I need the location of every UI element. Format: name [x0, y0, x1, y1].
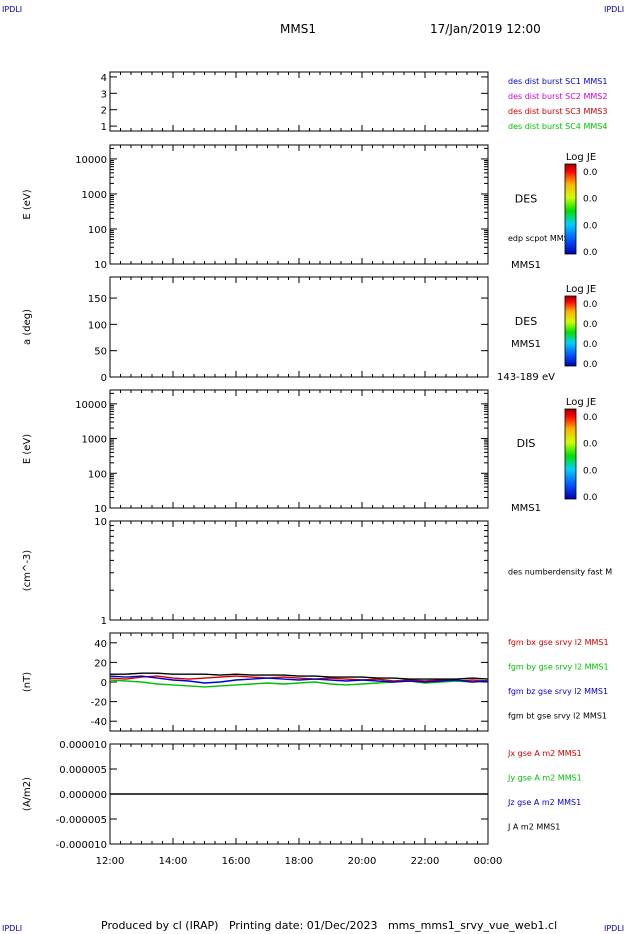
- current-ytick-label: 0.000005: [59, 765, 107, 776]
- corner-label-tl: IPDLI: [2, 5, 23, 14]
- dis-energy-frame: [109, 389, 489, 509]
- current-ytick-label: -0.000010: [56, 840, 107, 851]
- dis-energy-ytick-label: 10000: [75, 400, 107, 411]
- burst-legend-entry: des dist burst SC3 MMS3: [508, 107, 607, 116]
- dis-energy-colorbar-tick: 0.0: [583, 440, 598, 450]
- fgm-ytick-label: 40: [94, 639, 107, 650]
- dis-energy-colorbar-tick: 0.0: [583, 493, 598, 503]
- des-energy-extra-label: MMS1: [511, 260, 541, 271]
- time-tick-label: 14:00: [159, 856, 188, 867]
- des-energy-colorbar-tick: 0.0: [583, 248, 598, 258]
- time-tick-label: 20:00: [348, 856, 377, 867]
- dis-energy-colorbar-tick: 0.0: [583, 413, 598, 423]
- fgm-legend-entry: fgm bz gse srvy l2 MMS1: [508, 687, 608, 696]
- datetime-title: 17/Jan/2019 12:00: [430, 22, 541, 36]
- des-pitch-colorbar-tick: 0.0: [583, 300, 598, 310]
- current-ytick-label: 0.000010: [59, 740, 107, 751]
- burst-ytick-label: 2: [101, 106, 107, 117]
- current-legend-entry: Jz gse A m2 MMS1: [507, 798, 581, 807]
- fgm-ytick-label: -40: [91, 717, 107, 728]
- des-pitch-ytick-label: 150: [88, 294, 107, 305]
- des-energy-ytick-label: 10000: [75, 155, 107, 166]
- fgm-legend-entry: fgm bx gse srvy l2 MMS1: [508, 638, 609, 647]
- burst-legend-entry: des dist burst SC4 MMS4: [508, 122, 607, 131]
- des-energy-ylabel: E (eV): [22, 189, 33, 219]
- corner-label-bl: IPDLI: [2, 924, 23, 933]
- current-legend-entry: Jy gse A m2 MMS1: [507, 774, 582, 783]
- des-energy-colorbar: [564, 163, 577, 255]
- des-pitch-colorbar-tick: 0.0: [583, 320, 598, 330]
- burst-legend-entry: des dist burst SC2 MMS2: [508, 92, 607, 101]
- des-pitch-colorbar-tick: 0.0: [583, 340, 598, 350]
- burst-legend-entry: des dist burst SC1 MMS1: [508, 77, 607, 86]
- des-pitch-frame: [109, 276, 489, 378]
- footer-credit: Produced by cl (IRAP) Printing date: 01/…: [101, 919, 558, 932]
- corner-label-br: IPDLI: [604, 924, 625, 933]
- des-energy-colorbar-tick: 0.0: [583, 221, 598, 231]
- des-pitch-extra-label: MMS1: [511, 339, 541, 350]
- current-ytick-label: -0.000005: [56, 815, 107, 826]
- dis-energy-colorbar: [564, 408, 577, 500]
- des-pitch-ytick-label: 0: [101, 373, 107, 384]
- dis-energy-ytick-label: 10: [94, 504, 107, 515]
- fgm-series-3: [110, 672, 489, 680]
- density-legend-entry: des numberdensity fast M: [508, 568, 612, 577]
- dis-energy-ylabel: E (eV): [22, 434, 33, 464]
- des-pitch-ytick-label: 100: [88, 320, 107, 331]
- burst-ytick-label: 3: [101, 89, 107, 100]
- spacecraft-title: MMS1: [280, 22, 316, 36]
- dis-energy-extra-label: MMS1: [511, 503, 541, 514]
- fgm-ytick-label: 0: [101, 678, 107, 689]
- burst-ytick-label: 4: [101, 73, 107, 84]
- des-pitch-colorbar-tick: 0.0: [583, 360, 598, 370]
- current-ytick-label: 0.000000: [59, 790, 107, 801]
- time-tick-label: 12:00: [96, 856, 125, 867]
- des-pitch-ytick-label: 50: [94, 347, 107, 358]
- dis-energy-side-label: DIS: [517, 437, 536, 450]
- dis-energy-ytick-label: 100: [88, 469, 107, 480]
- current-legend-entry: J A m2 MMS1: [507, 823, 560, 832]
- dis-energy-colorbar-tick: 0.0: [583, 466, 598, 476]
- des-energy-extra-label: edp scpot MMS1: [508, 234, 574, 243]
- des-pitch-ylabel: a (deg): [22, 309, 33, 345]
- corner-label-tr: IPDLI: [604, 5, 625, 14]
- des-energy-side-label: DES: [515, 193, 537, 206]
- des-energy-ytick-label: 100: [88, 225, 107, 236]
- des-energy-frame: [109, 144, 489, 265]
- fgm-series-2: [109, 675, 489, 684]
- time-tick-label: 22:00: [411, 856, 440, 867]
- density-frame: [109, 520, 489, 621]
- dis-energy-colorbar-title: Log JE: [566, 397, 596, 408]
- burst-ytick-label: 1: [101, 122, 107, 133]
- current-legend-entry: Jx gse A m2 MMS1: [507, 749, 582, 758]
- density-ytick-label: 10: [94, 517, 107, 528]
- des-energy-colorbar-tick: 0.0: [583, 195, 598, 205]
- des-pitch-colorbar-title: Log JE: [566, 284, 596, 295]
- des-energy-colorbar-tick: 0.0: [583, 168, 598, 178]
- fgm-series-1: [109, 679, 489, 688]
- des-pitch-colorbar: [564, 295, 577, 367]
- des-pitch-extra-label: 143-189 eV: [497, 372, 555, 383]
- des-energy-ytick-label: 10: [94, 260, 107, 271]
- time-tick-label: 00:00: [474, 856, 503, 867]
- time-tick-label: 18:00: [285, 856, 314, 867]
- time-tick-label: 16:00: [222, 856, 251, 867]
- des-energy-ytick-label: 1000: [82, 190, 107, 201]
- dis-energy-ytick-label: 1000: [82, 435, 107, 446]
- burst-frame: [109, 71, 489, 132]
- fgm-series-0: [109, 675, 489, 682]
- fgm-ytick-label: 20: [94, 658, 107, 669]
- density-ytick-label: 1: [101, 616, 107, 627]
- fgm-ylabel: (nT): [22, 672, 33, 692]
- fgm-ytick-label: -20: [91, 698, 107, 709]
- fgm-legend-entry: fgm bt gse srvy l2 MMS1: [508, 712, 607, 721]
- des-pitch-side-label: DES: [515, 315, 537, 328]
- density-ylabel: (cm^-3): [22, 550, 33, 591]
- fgm-legend-entry: fgm by gse srvy l2 MMS1: [508, 663, 609, 672]
- des-energy-colorbar-title: Log JE: [566, 152, 596, 163]
- current-ylabel: (A/m2): [22, 777, 33, 811]
